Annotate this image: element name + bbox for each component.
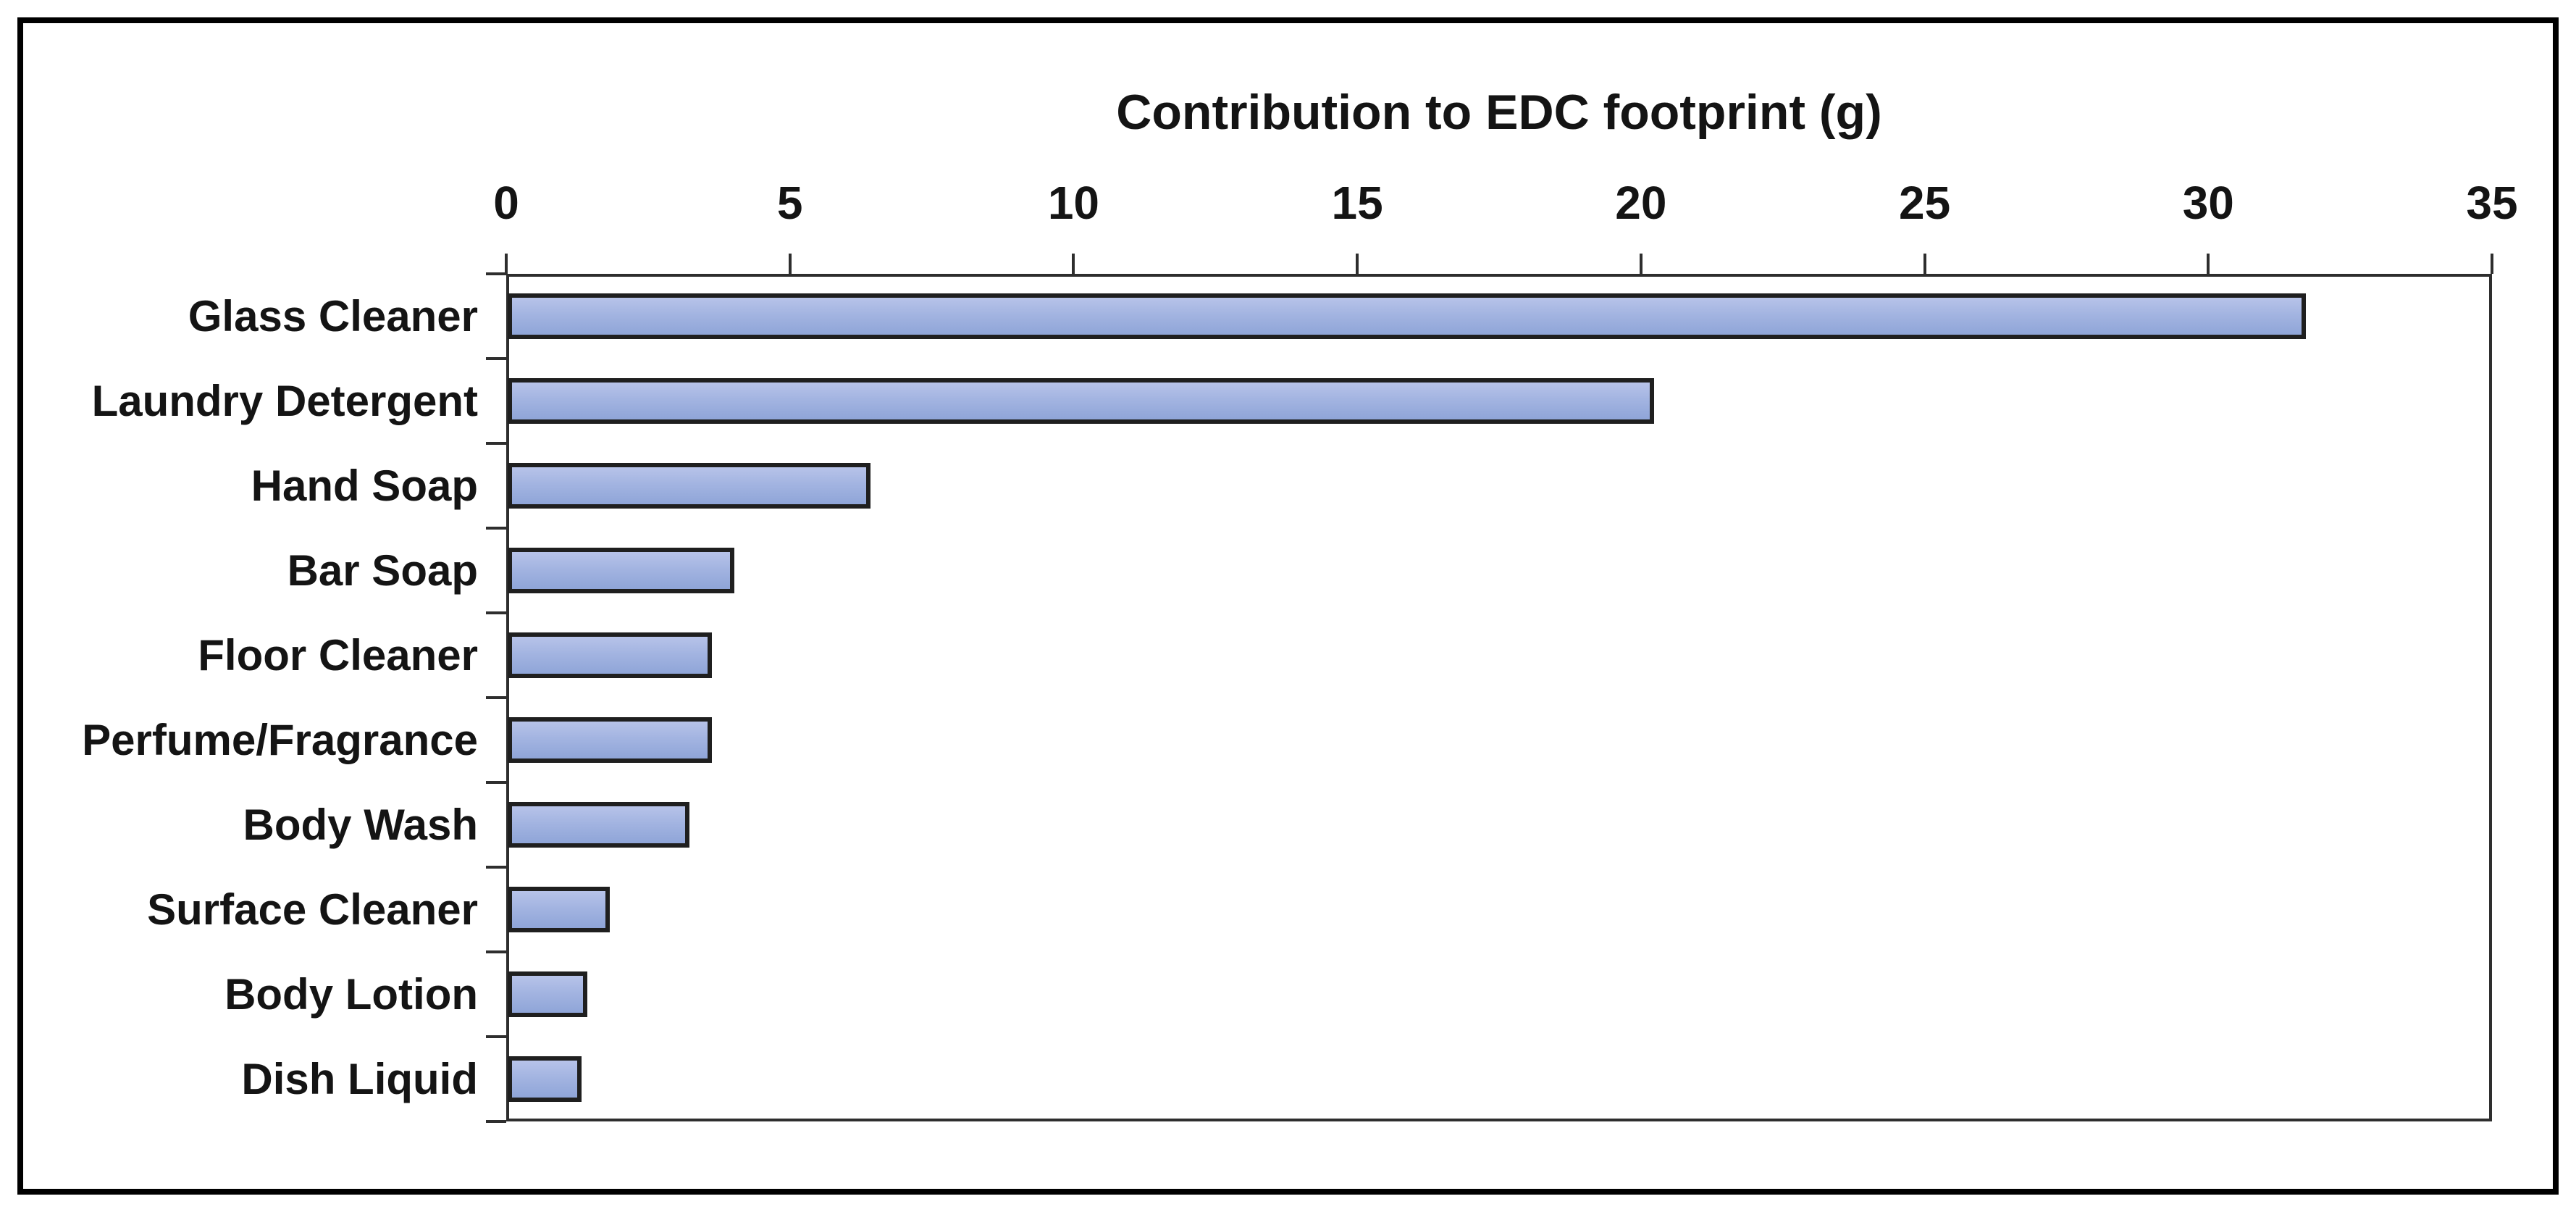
bar xyxy=(508,887,611,932)
x-axis-tick xyxy=(1356,254,1359,274)
bar xyxy=(508,971,587,1017)
y-axis-tick xyxy=(486,611,506,614)
y-axis-tick xyxy=(486,1035,506,1038)
x-axis-tick-label: 20 xyxy=(1615,177,1667,229)
category-label: Laundry Detergent xyxy=(91,376,478,425)
bar xyxy=(508,632,713,678)
x-axis-tick-label: 35 xyxy=(2466,177,2518,229)
category-label: Glass Cleaner xyxy=(188,291,478,340)
category-label: Floor Cleaner xyxy=(198,630,478,680)
x-axis-tick xyxy=(1639,254,1642,274)
x-axis-tick-label: 0 xyxy=(493,177,519,229)
y-axis-tick xyxy=(486,781,506,784)
y-axis-tick xyxy=(486,696,506,699)
x-axis-tick xyxy=(2207,254,2210,274)
category-label: Dish Liquid xyxy=(241,1054,478,1103)
y-axis-tick xyxy=(486,866,506,869)
y-axis-tick xyxy=(486,442,506,445)
category-label: Hand Soap xyxy=(251,461,478,510)
bar xyxy=(508,1056,582,1102)
category-label: Body Lotion xyxy=(225,969,478,1019)
x-axis-tick xyxy=(2491,254,2493,274)
category-label: Body Wash xyxy=(243,800,478,849)
bar xyxy=(508,463,871,509)
x-axis-tick-label: 10 xyxy=(1047,177,1100,229)
bar xyxy=(508,293,2307,339)
y-axis-tick xyxy=(486,950,506,953)
category-label: Perfume/Fragrance xyxy=(82,715,478,764)
x-axis-tick xyxy=(505,254,508,274)
x-axis-tick-label: 15 xyxy=(1331,177,1383,229)
chart-title: Contribution to EDC footprint (g) xyxy=(1116,85,1882,140)
category-label: Surface Cleaner xyxy=(147,885,478,934)
bar xyxy=(508,548,735,593)
bar xyxy=(508,802,689,848)
bar xyxy=(508,717,713,763)
y-axis-tick xyxy=(486,272,506,275)
x-axis-tick xyxy=(788,254,792,274)
y-axis-tick xyxy=(486,1120,506,1123)
x-axis-tick xyxy=(1072,254,1075,274)
y-axis-tick xyxy=(486,357,506,360)
x-axis-tick-label: 30 xyxy=(2182,177,2234,229)
x-axis-tick xyxy=(1923,254,1926,274)
y-axis-tick xyxy=(486,527,506,530)
bar xyxy=(508,378,1654,424)
category-label: Bar Soap xyxy=(287,546,478,595)
x-axis-tick-label: 25 xyxy=(1898,177,1951,229)
x-axis-tick-label: 5 xyxy=(776,177,803,229)
